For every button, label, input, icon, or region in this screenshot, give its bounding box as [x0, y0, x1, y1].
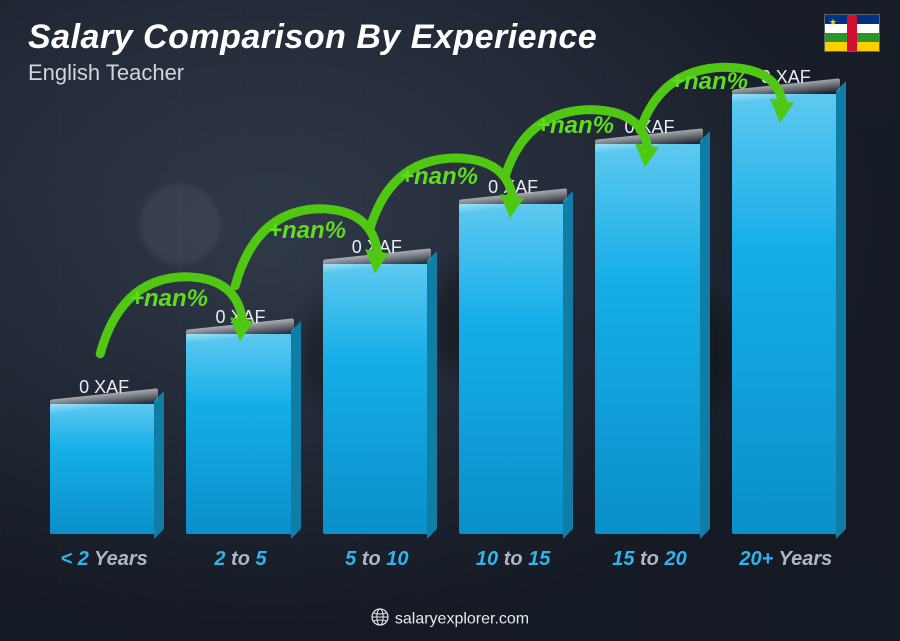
chart-subtitle: English Teacher: [28, 60, 184, 86]
bar-group: 0 XAF5 to 10: [323, 237, 431, 571]
bar-front: [732, 94, 840, 534]
category-label: 15 to 20: [612, 548, 687, 571]
bar: [595, 144, 703, 534]
bar-group: 0 XAF< 2 Years: [50, 377, 158, 571]
category-label: 20+ Years: [739, 548, 832, 571]
percent-increase-label: +nan%: [536, 112, 614, 140]
country-flag: ★: [824, 14, 880, 52]
bar: [732, 94, 840, 534]
percent-increase-label: +nan%: [400, 163, 478, 191]
bar-edge: [291, 321, 301, 539]
infographic-container: Salary Comparison By Experience English …: [0, 0, 900, 641]
category-label: 2 to 5: [214, 548, 266, 571]
bar-front: [50, 404, 158, 534]
bar-front: [595, 144, 703, 534]
bar-edge: [427, 251, 437, 539]
bar: [186, 334, 294, 534]
bar-group: 0 XAF15 to 20: [595, 117, 703, 571]
bar-front: [459, 204, 567, 534]
bar-group: 0 XAF2 to 5: [186, 307, 294, 571]
chart-title: Salary Comparison By Experience: [28, 18, 597, 57]
footer-attribution: salaryexplorer.com: [0, 608, 900, 631]
bar: [50, 404, 158, 534]
bar-front: [186, 334, 294, 534]
category-label: 10 to 15: [476, 548, 551, 571]
category-label: < 2 Years: [61, 548, 148, 571]
bar-edge: [563, 191, 573, 539]
category-label: 5 to 10: [345, 548, 408, 571]
footer-text: salaryexplorer.com: [395, 611, 529, 628]
bar-edge: [700, 131, 710, 539]
globe-icon: [371, 608, 389, 631]
bar: [323, 264, 431, 534]
percent-increase-label: +nan%: [670, 68, 748, 96]
bar-group: 0 XAF10 to 15: [459, 177, 567, 571]
bar-front: [323, 264, 431, 534]
bar-edge: [836, 81, 846, 539]
percent-increase-label: +nan%: [130, 285, 208, 313]
flag-vertical-red: [847, 15, 858, 51]
bar-edge: [154, 391, 164, 539]
bar-group: 0 XAF20+ Years: [732, 67, 840, 571]
percent-increase-label: +nan%: [268, 217, 346, 245]
flag-star-icon: ★: [829, 17, 837, 28]
bar: [459, 204, 567, 534]
